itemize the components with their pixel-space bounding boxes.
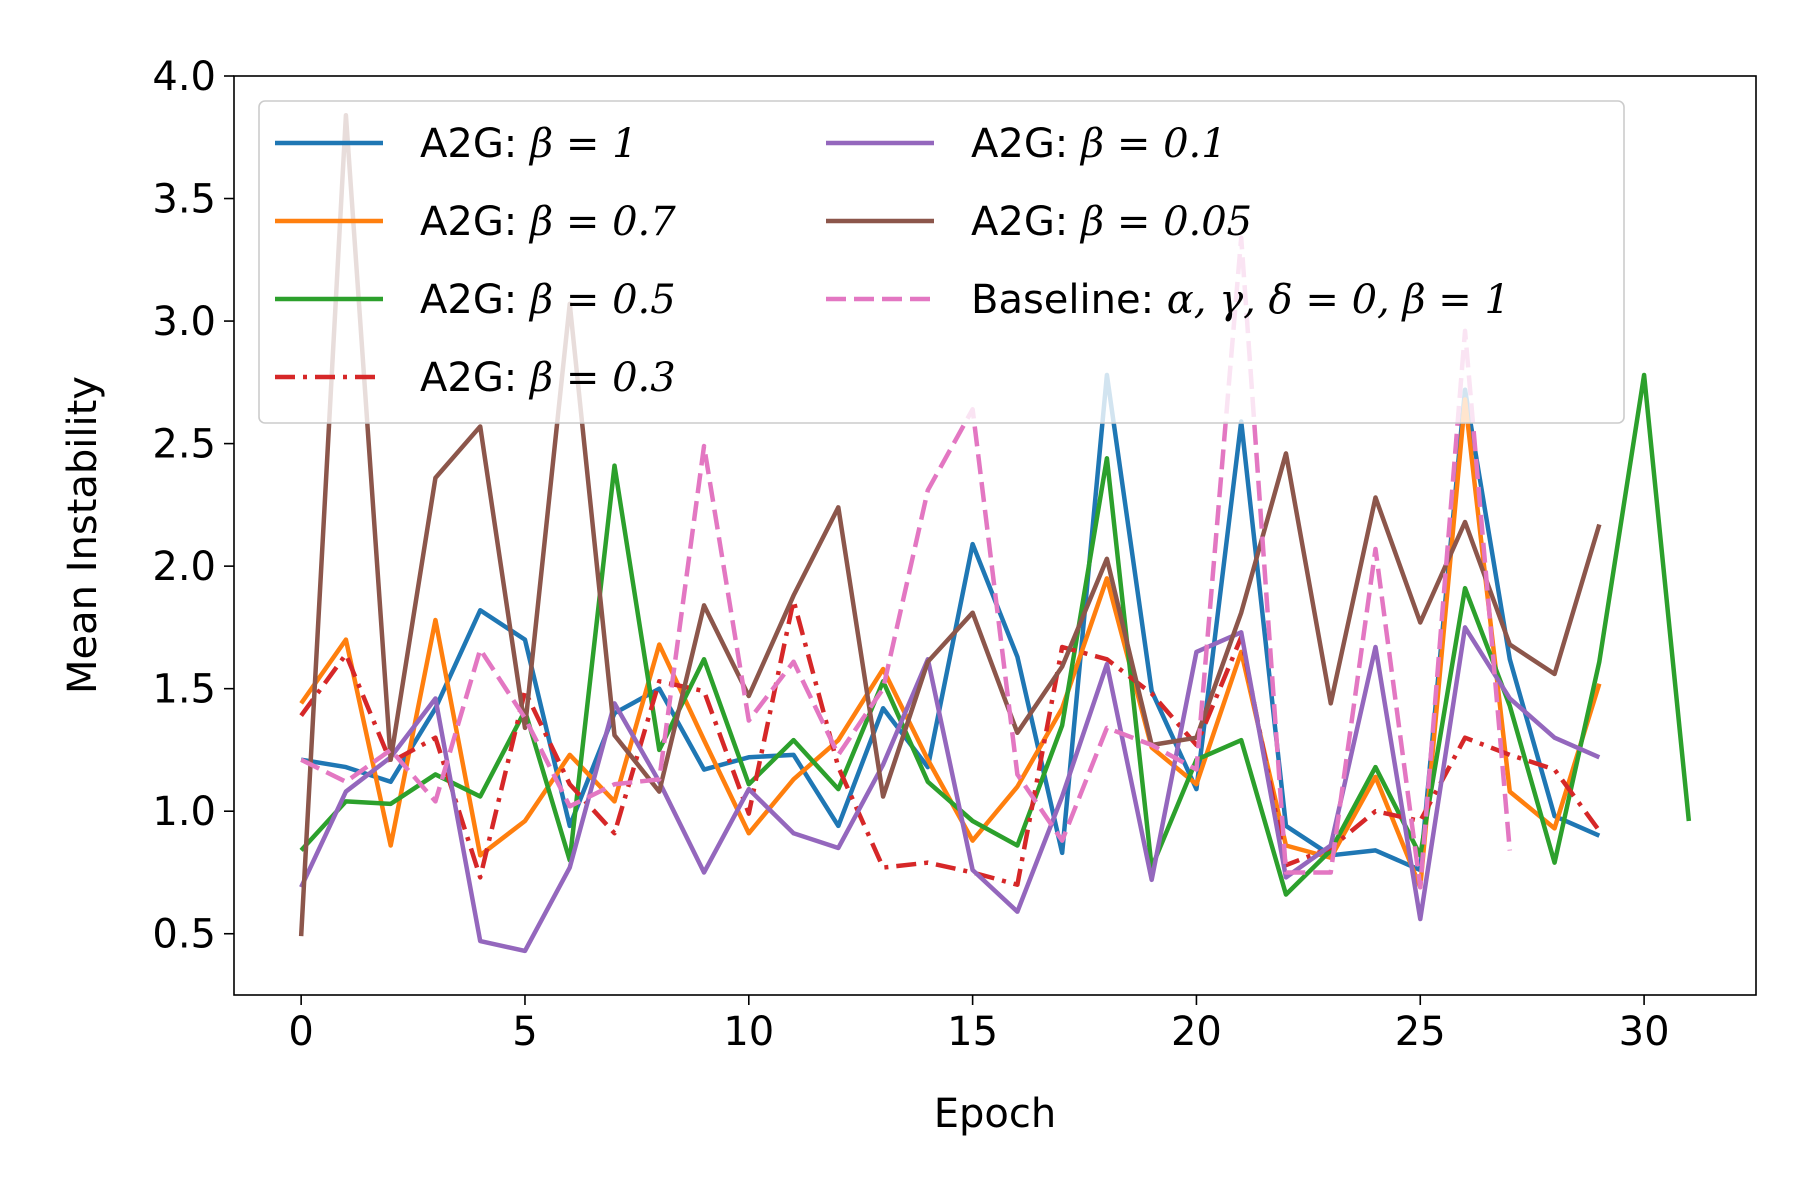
y-tick-label: 4.0 <box>152 54 216 100</box>
y-axis-ticks: 0.5 1.0 1.5 2.0 2.5 3.0 3.5 4.0 <box>152 54 234 958</box>
x-tick-label: 30 <box>1619 1009 1670 1055</box>
x-axis-label: Epoch <box>934 1091 1056 1137</box>
series-line-baseline-0-1 <box>300 235 1513 890</box>
legend-label-prefix: Baseline: <box>971 277 1167 323</box>
y-tick-label: 2.0 <box>152 544 216 590</box>
y-tick-label: 3.0 <box>152 299 216 345</box>
legend-label-prefix: A2G: <box>971 199 1081 245</box>
legend-label-prefix: A2G: <box>420 277 530 323</box>
series-layer <box>298 112 1692 954</box>
legend-label-math: α, γ, δ = 0, β = 1 <box>1167 277 1510 323</box>
legend-label-prefix: A2G: <box>971 121 1081 167</box>
legend-label-prefix: A2G: <box>420 121 530 167</box>
legend-label-math: β = 0.05 <box>1079 199 1252 245</box>
series-line-a2g-1 <box>300 372 1601 873</box>
series-line-a2g-0-05 <box>298 112 1602 937</box>
legend-label-math: β = 0.7 <box>528 199 676 245</box>
legend-label: A2G: β = 0.3 <box>420 355 676 401</box>
legend-label: A2G: β = 1 <box>420 121 638 167</box>
y-tick-label: 2.5 <box>152 422 216 468</box>
legend-label-math: β = 0.5 <box>528 277 676 323</box>
series-line-a2g-0-3 <box>299 598 1602 887</box>
legend-label-math: β = 1 <box>528 121 638 167</box>
x-tick-label: 5 <box>512 1009 537 1055</box>
x-tick-label: 10 <box>723 1009 774 1055</box>
x-tick-label: 15 <box>947 1009 998 1055</box>
y-tick-label: 1.0 <box>152 789 216 835</box>
legend-label-prefix: A2G: <box>420 355 530 401</box>
legend-label-prefix: A2G: <box>420 199 530 245</box>
x-tick-label: 20 <box>1171 1009 1222 1055</box>
legend-label: A2G: β = 0.5 <box>420 277 676 323</box>
y-tick-label: 3.5 <box>152 177 216 223</box>
x-tick-label: 25 <box>1395 1009 1446 1055</box>
legend-label: A2G: β = 0.05 <box>971 199 1252 245</box>
legend-label: A2G: β = 0.7 <box>420 199 676 245</box>
y-tick-label: 0.5 <box>152 912 216 958</box>
plot-frame <box>233 75 1757 996</box>
series-line-a2g-0-1 <box>299 625 1601 954</box>
legend-label-math: β = 0.1 <box>1079 121 1227 167</box>
legend-label-math: β = 0.3 <box>528 355 676 401</box>
legend-label: A2G: β = 0.1 <box>971 121 1227 167</box>
x-axis-ticks: 0 5 10 15 20 25 30 <box>288 995 1670 1055</box>
y-tick-label: 1.5 <box>152 667 216 713</box>
legend-label: Baseline: α, γ, δ = 0, β = 1 <box>971 277 1510 323</box>
legend-box <box>258 100 1625 424</box>
y-axis-label: Mean Instability <box>60 376 106 694</box>
x-tick-label: 0 <box>288 1009 313 1055</box>
